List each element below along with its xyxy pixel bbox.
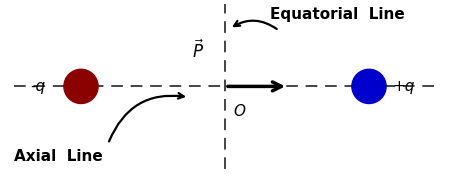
- Text: Equatorial  Line: Equatorial Line: [270, 7, 405, 22]
- Ellipse shape: [352, 69, 386, 103]
- Ellipse shape: [64, 69, 98, 103]
- Text: $\vec{P}$: $\vec{P}$: [192, 39, 204, 62]
- Text: +q: +q: [393, 79, 415, 94]
- Text: Axial  Line: Axial Line: [14, 149, 102, 164]
- Text: -q: -q: [31, 79, 46, 94]
- Text: O: O: [233, 104, 245, 119]
